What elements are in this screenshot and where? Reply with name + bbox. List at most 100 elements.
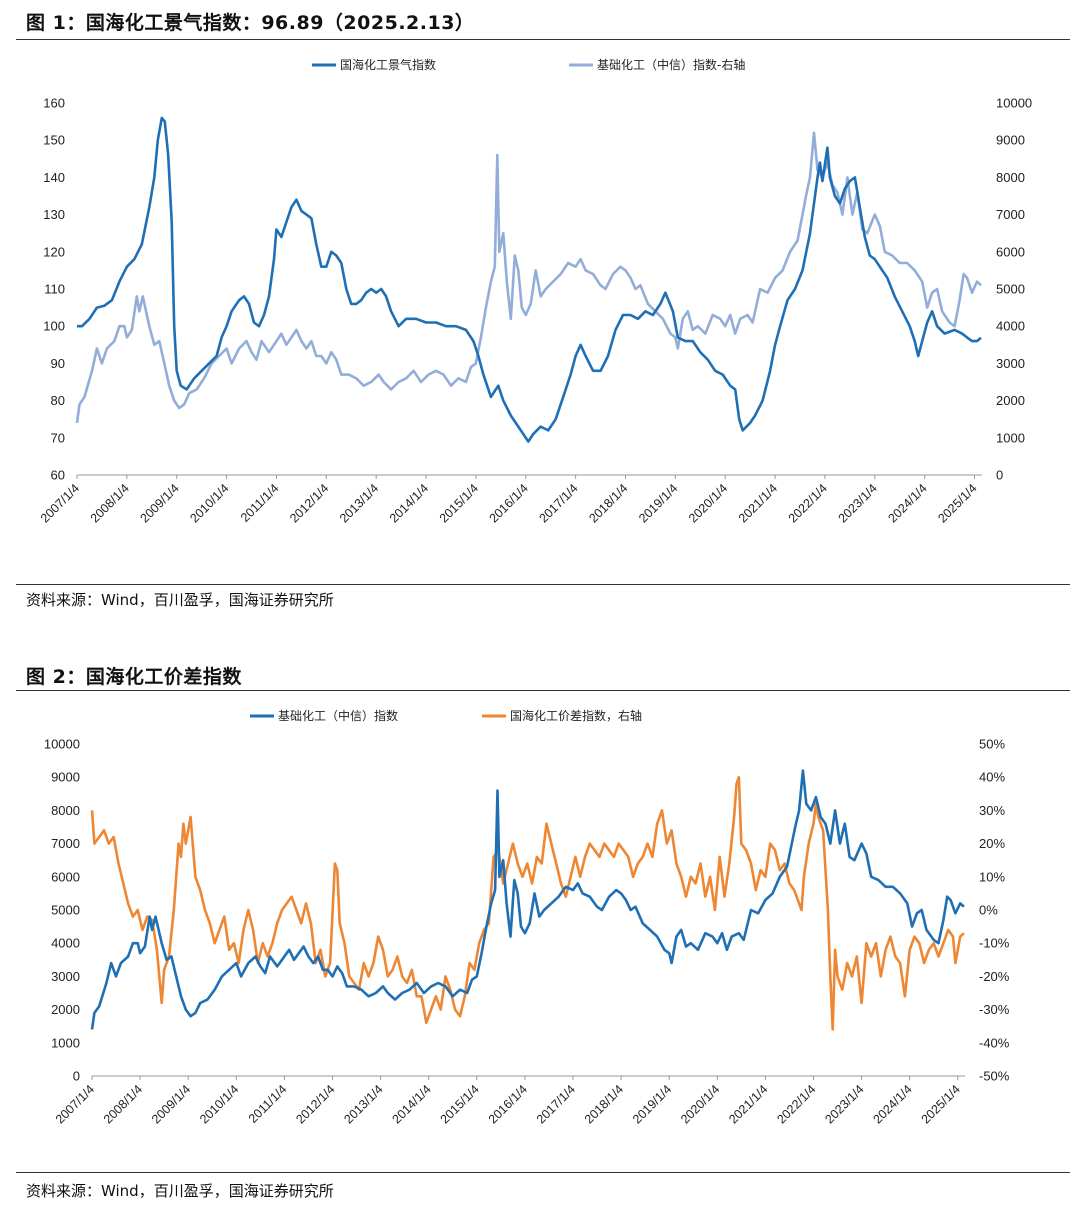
- x-axis-tick-label: 2012/1/4: [287, 481, 331, 525]
- figure-2-chart: 基础化工（中信）指数 国海化工价差指数，右轴 0 1000 2000 3000 4000…: [44, 708, 1010, 1127]
- figure-1-legend: 国海化工景气指数 基础化工（中信）指数-右轴: [312, 57, 745, 72]
- series-line-0: [90, 769, 965, 1030]
- x-axis-tick-label: 2022/1/4: [774, 1082, 818, 1126]
- figure-1-left-axis: 60 70 80 90 100 110 120 130 140 150 160: [43, 96, 65, 483]
- x-axis-tick-label: 2021/1/4: [736, 481, 780, 525]
- legend-label-jichu: 基础化工（中信）指数-右轴: [597, 57, 745, 72]
- right-axis-tick-label: 0%: [979, 903, 998, 918]
- right-axis-tick-label: 10000: [996, 96, 1032, 111]
- right-axis-tick-label: 3000: [996, 356, 1025, 371]
- x-axis-tick-label: 2011/1/4: [238, 481, 282, 525]
- left-axis-tick-label: 3000: [51, 969, 80, 984]
- left-axis-tick-label: 0: [73, 1069, 80, 1084]
- x-axis-tick-label: 2011/1/4: [246, 1082, 290, 1126]
- figure-1-plot-area: [75, 116, 982, 443]
- x-axis-tick-label: 2017/1/4: [536, 481, 580, 525]
- x-axis-tick-label: 2025/1/4: [919, 1082, 963, 1126]
- right-axis-tick-label: -50%: [979, 1069, 1010, 1084]
- left-axis-tick-label: 1000: [51, 1035, 80, 1050]
- figure-1-source: 资料来源：Wind，百川盈孚，国海证券研究所: [26, 591, 334, 609]
- x-axis-tick-label: 2008/1/4: [101, 1082, 145, 1126]
- x-axis-tick-label: 2023/1/4: [822, 1082, 866, 1126]
- left-axis-tick-label: 6000: [51, 869, 80, 884]
- right-axis-tick-label: 30%: [979, 803, 1005, 818]
- figure-2-plot-area: [90, 769, 965, 1031]
- right-axis-tick-label: 20%: [979, 836, 1005, 851]
- x-axis-tick-label: 2024/1/4: [870, 1082, 914, 1126]
- left-axis-tick-label: 8000: [51, 803, 80, 818]
- x-axis-tick-label: 2007/1/4: [38, 481, 82, 525]
- right-axis-tick-label: 50%: [979, 737, 1005, 752]
- x-axis-tick-label: 2021/1/4: [726, 1082, 770, 1126]
- legend-label-jichu: 基础化工（中信）指数: [278, 708, 398, 723]
- x-axis-tick-label: 2010/1/4: [187, 481, 231, 525]
- x-axis-tick-label: 2016/1/4: [486, 1082, 530, 1126]
- left-axis-tick-label: 130: [43, 207, 65, 222]
- figure-1-bottom-rule: [16, 584, 1070, 585]
- figure-1-x-axis: 2007/1/4 2008/1/4 2009/1/4 2010/1/4 2011/1/4…: [38, 474, 982, 526]
- x-axis-tick-label: 2019/1/4: [636, 481, 680, 525]
- right-axis-tick-label: -40%: [979, 1035, 1010, 1050]
- x-axis-tick-label: 2018/1/4: [582, 1082, 626, 1126]
- right-axis-tick-label: 4000: [996, 319, 1025, 334]
- figure-2-x-axis: 2007/1/4 2008/1/4 2009/1/4 2010/1/4 2011/1/4…: [53, 1075, 965, 1127]
- x-axis-tick-label: 2008/1/4: [88, 481, 132, 525]
- left-axis-tick-label: 9000: [51, 770, 80, 785]
- figure-2-right-axis: -50% -40% -30% -20% -10% 0% 10% 20% 30% 40% 50%: [979, 737, 1010, 1084]
- x-axis-tick-label: 2009/1/4: [149, 1082, 193, 1126]
- right-axis-tick-label: -30%: [979, 1002, 1010, 1017]
- left-axis-tick-label: 100: [43, 319, 65, 334]
- x-axis-tick-label: 2020/1/4: [686, 481, 730, 525]
- series-line-1: [75, 131, 982, 424]
- x-axis-tick-label: 2016/1/4: [487, 481, 531, 525]
- right-axis-tick-label: 1000: [996, 430, 1025, 445]
- x-axis-tick-label: 2007/1/4: [53, 1082, 97, 1126]
- x-axis-tick-label: 2017/1/4: [534, 1082, 578, 1126]
- x-axis-tick-label: 2025/1/4: [935, 481, 979, 525]
- left-axis-tick-label: 70: [51, 430, 65, 445]
- left-axis-tick-label: 4000: [51, 936, 80, 951]
- right-axis-tick-label: 8000: [996, 170, 1025, 185]
- right-axis-tick-label: 7000: [996, 207, 1025, 222]
- right-axis-tick-label: -10%: [979, 936, 1010, 951]
- figure-1-title: 图 1：国海化工景气指数：96.89（2025.2.13）: [26, 12, 475, 34]
- x-axis-tick-label: 2020/1/4: [678, 1082, 722, 1126]
- left-axis-tick-label: 5000: [51, 903, 80, 918]
- series-line-0: [77, 116, 982, 443]
- x-axis-tick-label: 2023/1/4: [836, 481, 880, 525]
- x-axis-tick-label: 2019/1/4: [630, 1082, 674, 1126]
- figure-2-legend: 基础化工（中信）指数 国海化工价差指数，右轴: [250, 708, 642, 723]
- legend-label-jingqi: 国海化工景气指数: [340, 57, 436, 72]
- right-axis-tick-label: 6000: [996, 244, 1025, 259]
- x-axis-tick-label: 2013/1/4: [341, 1082, 385, 1126]
- left-axis-tick-label: 140: [43, 170, 65, 185]
- right-axis-tick-label: 5000: [996, 282, 1025, 297]
- right-axis-tick-label: 2000: [996, 393, 1025, 408]
- x-axis-tick-label: 2009/1/4: [138, 481, 182, 525]
- left-axis-tick-label: 2000: [51, 1002, 80, 1017]
- x-axis-tick-label: 2024/1/4: [885, 481, 929, 525]
- right-axis-tick-label: 40%: [979, 770, 1005, 785]
- left-axis-tick-label: 110: [44, 282, 65, 297]
- x-axis-tick-label: 2013/1/4: [337, 481, 381, 525]
- figure-2-title: 图 2：国海化工价差指数: [26, 666, 242, 688]
- left-axis-tick-label: 150: [43, 133, 65, 148]
- figure-1-top-rule: [16, 39, 1070, 40]
- x-axis-tick-label: 2010/1/4: [197, 1082, 241, 1126]
- left-axis-tick-label: 7000: [51, 836, 80, 851]
- figure-2-left-axis: 0 1000 2000 3000 4000 5000 6000 7000 8000 9000 100…: [44, 737, 80, 1084]
- x-axis-tick-label: 2012/1/4: [293, 1082, 337, 1126]
- left-axis-tick-label: 120: [43, 244, 65, 259]
- x-axis-tick-label: 2015/1/4: [438, 1082, 482, 1126]
- right-axis-tick-label: 10%: [979, 869, 1005, 884]
- left-axis-tick-label: 80: [51, 393, 65, 408]
- right-axis-tick-label: 9000: [996, 133, 1025, 148]
- series-line-1: [90, 775, 965, 1031]
- left-axis-tick-label: 60: [51, 468, 65, 483]
- figure-2-bottom-rule: [16, 1172, 1070, 1173]
- right-axis-tick-label: -20%: [979, 969, 1010, 984]
- x-axis-tick-label: 2022/1/4: [786, 481, 830, 525]
- left-axis-tick-label: 90: [51, 356, 65, 371]
- x-axis-tick-label: 2014/1/4: [387, 481, 431, 525]
- right-axis-tick-label: 0: [996, 468, 1003, 483]
